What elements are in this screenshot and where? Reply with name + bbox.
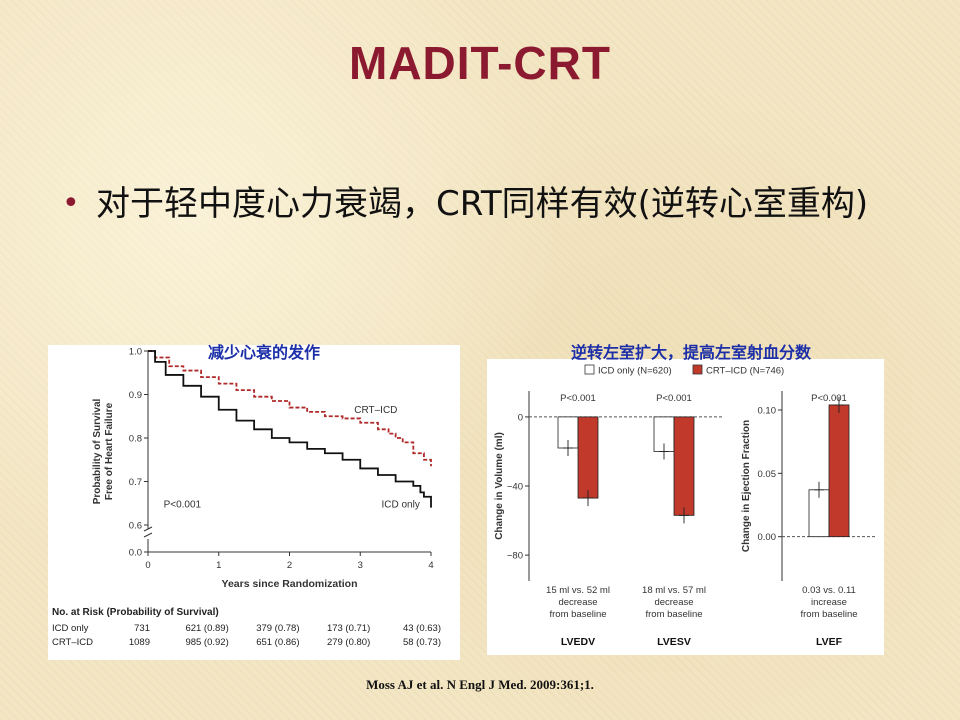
lvedv-note: 15 ml vs. 52 ml <box>546 585 610 596</box>
lvef-note: 0.03 vs. 0.11 <box>802 585 856 596</box>
bullet-point: • 对于轻中度心力衰竭，CRT同样有效(逆转心室重构) <box>62 180 882 228</box>
volume-y-tick-label: −80 <box>507 551 523 562</box>
legend-label: CRT–ICD (N=746) <box>706 366 784 377</box>
risk-table-header: No. at Risk (Probability of Survival) <box>52 607 219 618</box>
crt-icd-curve <box>148 350 432 467</box>
legend-label: ICD only (N=620) <box>598 366 672 377</box>
lvesv-bar-crt-icd <box>673 416 695 516</box>
ef-y-tick-label: 0.10 <box>758 406 777 417</box>
risk-table-cell: 651 (0.86) <box>256 637 299 648</box>
lvedv-error-bar <box>583 490 593 507</box>
risk-table-row-label: CRT–ICD <box>52 637 93 648</box>
lvef-label: LVEF <box>816 636 843 648</box>
km-x-tick-label: 1 <box>216 560 221 571</box>
lvesv-error-bar <box>679 507 689 524</box>
lvef-note: from baseline <box>800 609 857 620</box>
km-survival-chart: 0.6 0.7 0.8 0.9 1.0 0.00 1 2 3 4 Years since Rando… <box>52 347 441 649</box>
lvedv-p-value: P<0.001 <box>560 393 596 404</box>
icd-only-label: ICD only <box>381 500 419 511</box>
ef-y-tick-label: 0.05 <box>758 469 777 480</box>
icd-only-curve <box>148 350 432 508</box>
bullet-text: 对于轻中度心力衰竭，CRT同样有效(逆转心室重构) <box>96 184 869 224</box>
lvesv-note: decrease <box>654 597 693 608</box>
lvef-note: increase <box>811 597 847 608</box>
legend-swatch <box>692 364 703 375</box>
remodeling-bar-chart: ICD only (N=620) CRT–ICD (N=746)0−40−80Ch… <box>494 364 875 648</box>
crt-icd-label: CRT–ICD <box>354 405 397 416</box>
ef-y-tick-label: 0.00 <box>758 532 777 543</box>
km-y-tick-label: 0.8 <box>129 434 142 445</box>
lvef-p-value: P<0.001 <box>811 393 847 404</box>
lvesv-p-value: P<0.001 <box>656 393 692 404</box>
risk-table-cell: 621 (0.89) <box>185 623 228 634</box>
km-x-tick-label: 4 <box>428 560 433 571</box>
km-y-tick-label: 1.0 <box>129 347 142 358</box>
risk-table-row-label: ICD only <box>52 623 89 634</box>
lvesv-error-bar <box>659 443 669 460</box>
lvesv-note: 18 ml vs. 57 ml <box>642 585 706 596</box>
slide-title: MADIT-CRT <box>349 37 611 89</box>
volume-y-tick-label: −40 <box>507 482 523 493</box>
bar-chart-panel: ICD only (N=620) CRT–ICD (N=746) 0 −40 −80 Ch… <box>487 359 884 655</box>
lvef-bar-crt-icd <box>828 404 850 538</box>
risk-table-cell: 58 (0.73) <box>403 637 441 648</box>
risk-table-cell: 985 (0.92) <box>185 637 228 648</box>
km-x-axis-label: Years since Randomization <box>222 578 358 590</box>
volume-y-tick-label: 0 <box>518 412 523 423</box>
lvedv-note: decrease <box>558 597 597 608</box>
km-y-break-label: 0.0 <box>129 548 142 559</box>
risk-table-cell: 173 (0.71) <box>327 623 370 634</box>
legend-swatch <box>584 364 595 375</box>
km-x-tick-label: 0 <box>145 560 150 571</box>
km-y-tick-label: 0.6 <box>129 521 142 532</box>
risk-table-cell: 1089 <box>129 637 150 648</box>
lvedv-note: from baseline <box>549 609 606 620</box>
lvedv-error-bar <box>563 440 573 456</box>
citation: Moss AJ et al. N Engl J Med. 2009:361;1. <box>366 677 594 692</box>
lvef-error-bar <box>814 481 824 498</box>
caption-right: 逆转左室扩大，提高左室射血分数 <box>571 343 812 362</box>
km-p-value: P<0.001 <box>164 500 202 511</box>
km-x-tick-label: 2 <box>287 560 292 571</box>
risk-table-cell: 279 (0.80) <box>327 637 370 648</box>
km-x-tick-label: 3 <box>358 560 363 571</box>
risk-table-cell: 731 <box>134 623 150 634</box>
lvesv-note: from baseline <box>645 609 702 620</box>
bullet-dot: • <box>62 186 80 221</box>
km-axis-break <box>143 526 153 538</box>
km-chart-panel: 0.6 0.7 0.8 0.9 1.0 0.0 0 1 2 3 4 Years since Rando… <box>48 345 460 660</box>
lvef-error-bar <box>834 396 844 413</box>
volume-y-axis-label: Change in Volume (ml) <box>494 432 505 540</box>
km-y-axis-label: Probability of SurvivalFree of Heart Fai… <box>92 398 115 504</box>
km-y-tick-label: 0.7 <box>129 477 142 488</box>
lvedv-bar-crt-icd <box>577 416 599 499</box>
lvesv-label: LVESV <box>657 636 691 648</box>
risk-table-cell: 379 (0.78) <box>256 623 299 634</box>
risk-table-cell: 43 (0.63) <box>403 623 441 634</box>
lvedv-label: LVEDV <box>561 636 595 648</box>
caption-left: 减少心衰的发作 <box>208 343 321 362</box>
ef-y-axis-label: Change in Ejection Fraction <box>741 420 752 552</box>
km-y-tick-label: 0.9 <box>129 390 142 401</box>
